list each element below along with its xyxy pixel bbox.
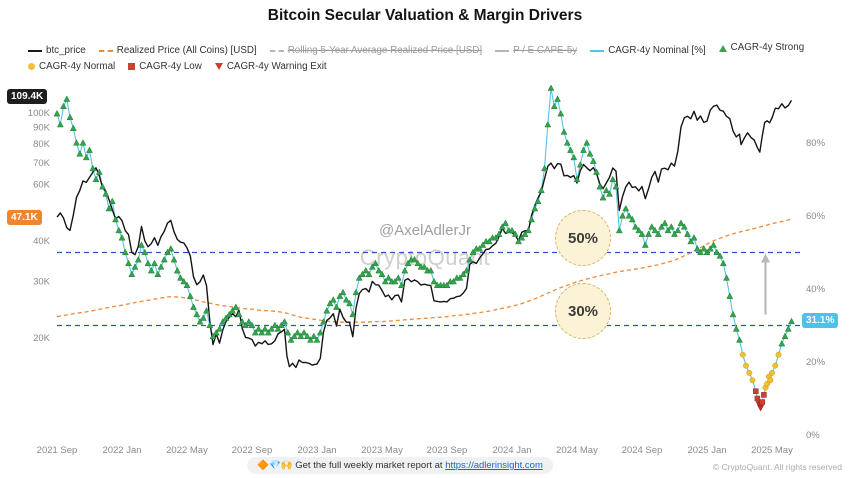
svg-text:2022 Jan: 2022 Jan xyxy=(102,445,141,456)
svg-text:80K: 80K xyxy=(33,139,51,150)
svg-text:2022 Sep: 2022 Sep xyxy=(232,445,273,456)
chart-legend: btc_price Realized Price (All Coins) [USD… xyxy=(28,40,842,76)
legend-item-label: Rolling 5-Year Average Realized Price [U… xyxy=(287,44,483,56)
report-banner-text: 🔶💎🙌 Get the full weekly market report at xyxy=(257,460,443,471)
threshold-lines xyxy=(57,251,800,327)
dash-swatch-icon xyxy=(98,49,113,52)
legend-item[interactable]: CAGR-4y Strong xyxy=(718,40,805,56)
legend-item-label: P / E CAPE-5y xyxy=(513,44,578,56)
svg-text:2022 May: 2022 May xyxy=(166,445,208,456)
legend-item-label: CAGR-4y Normal xyxy=(39,60,116,72)
x-axis-labels: 2021 Sep 2022 Jan 2022 May 2022 Sep 2023 Jan… xyxy=(37,445,793,456)
svg-text:2023 Sep: 2023 Sep xyxy=(427,445,468,456)
legend-item[interactable]: btc_price xyxy=(28,43,86,59)
svg-text:90K: 90K xyxy=(33,123,51,134)
svg-text:2024 Sep: 2024 Sep xyxy=(622,445,663,456)
line-swatch-icon xyxy=(28,49,42,52)
dot-swatch-icon xyxy=(28,63,35,70)
legend-item[interactable]: CAGR-4y Normal xyxy=(28,59,115,75)
svg-text:30K: 30K xyxy=(33,276,51,287)
tri-down-swatch-icon xyxy=(214,63,223,70)
report-link[interactable]: https://adlerinsight.com xyxy=(445,460,543,471)
svg-text:40%: 40% xyxy=(806,284,826,295)
legend-item[interactable]: Rolling 5-Year Average Realized Price [U… xyxy=(269,43,483,59)
sq-swatch-icon xyxy=(128,63,136,70)
copyright-notice: © CryptoQuant. All rights reserved xyxy=(712,462,842,472)
level-50-annotation: 50% xyxy=(555,210,611,266)
svg-text:2024 May: 2024 May xyxy=(556,445,598,456)
cagr-markers xyxy=(53,84,795,412)
dash-swatch-icon xyxy=(269,49,284,52)
pct-axis-labels: 80% 60% 40% 20% 0% xyxy=(806,138,826,441)
svg-text:40K: 40K xyxy=(33,236,51,247)
svg-text:2023 Jan: 2023 Jan xyxy=(297,445,336,456)
legend-item-label: CAGR-4y Low xyxy=(139,60,202,72)
legend-item-label: CAGR-4y Warning Exit xyxy=(226,60,327,72)
svg-text:20%: 20% xyxy=(806,357,826,368)
svg-text:100K: 100K xyxy=(28,108,51,119)
legend-item-label: Realized Price (All Coins) [USD] xyxy=(116,44,257,56)
svg-text:2023 May: 2023 May xyxy=(361,445,403,456)
legend-row: CAGR-4y Normal CAGR-4y Low CAGR-4y Warning… xyxy=(28,59,842,77)
cagr-last-value-badge: 31.1% xyxy=(802,313,839,328)
line-swatch-icon xyxy=(495,49,510,52)
svg-text:2021 Sep: 2021 Sep xyxy=(37,445,78,456)
legend-item-label: CAGR-4y Nominal [%] xyxy=(608,44,706,56)
realized-price-line xyxy=(56,217,792,323)
svg-text:80%: 80% xyxy=(806,138,826,149)
price-axis-labels: 100K 90K 80K 70K 60K 40K 30K 20K xyxy=(28,108,51,344)
line-swatch-icon xyxy=(590,49,605,52)
svg-text:2025 May: 2025 May xyxy=(751,445,793,456)
tri-up-swatch-icon xyxy=(718,44,727,52)
svg-text:2025 Jan: 2025 Jan xyxy=(687,445,726,456)
svg-text:60%: 60% xyxy=(806,211,826,222)
svg-text:0%: 0% xyxy=(806,430,820,441)
report-banner: 🔶💎🙌 Get the full weekly market report at… xyxy=(247,457,553,474)
legend-item[interactable]: P / E CAPE-5y xyxy=(495,43,577,59)
upside-arrow-icon xyxy=(761,253,770,315)
btc-price-line xyxy=(56,100,793,369)
legend-item[interactable]: CAGR-4y Low xyxy=(128,59,202,75)
svg-text:2024 Jan: 2024 Jan xyxy=(492,445,531,456)
legend-row: btc_price Realized Price (All Coins) [USD… xyxy=(28,40,842,59)
btc-price-last-value-badge: 109.4K xyxy=(7,89,48,104)
legend-item[interactable]: CAGR-4y Nominal [%] xyxy=(590,43,706,59)
level-30-annotation: 30% xyxy=(555,283,611,339)
cagr-nominal-line xyxy=(56,88,793,410)
chart-title: Bitcoin Secular Valuation & Margin Drive… xyxy=(267,7,583,24)
legend-item[interactable]: CAGR-4y Warning Exit xyxy=(214,59,327,75)
realized-price-last-value-badge: 47.1K xyxy=(7,210,42,225)
svg-text:60K: 60K xyxy=(33,179,51,190)
legend-item[interactable]: Realized Price (All Coins) [USD] xyxy=(98,43,257,59)
legend-item-label: CAGR-4y Strong xyxy=(730,42,805,53)
legend-item-label: btc_price xyxy=(46,44,86,56)
svg-text:70K: 70K xyxy=(33,158,51,169)
svg-text:20K: 20K xyxy=(33,333,51,344)
